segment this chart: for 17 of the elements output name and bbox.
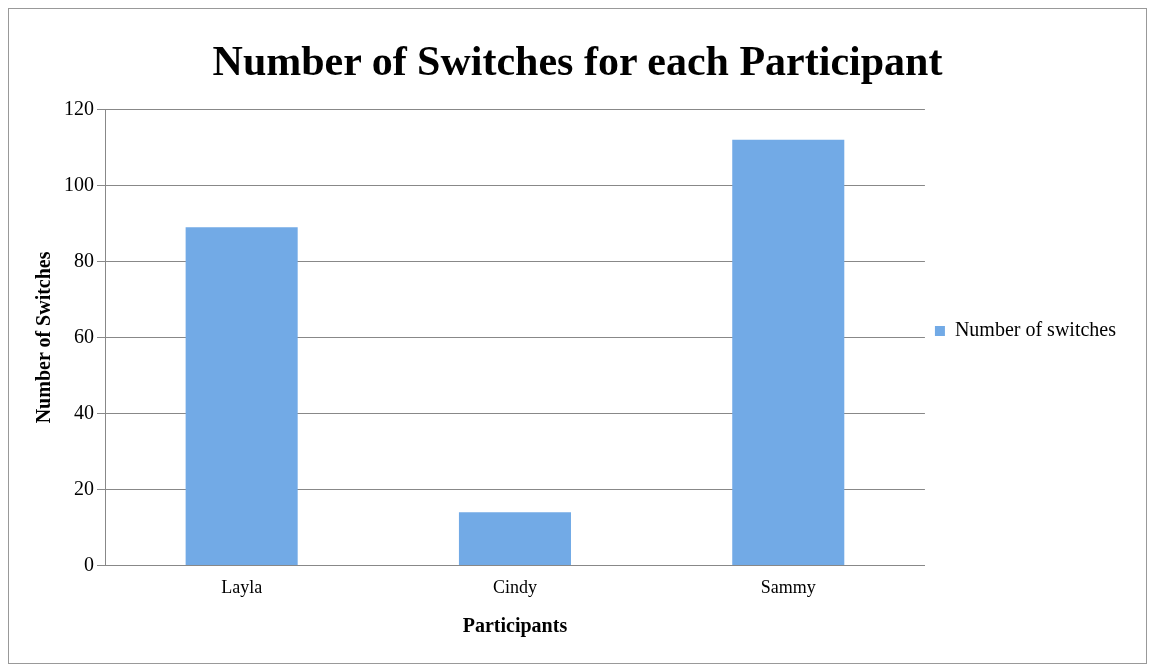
bar: [732, 139, 845, 565]
x-tick-label: Cindy: [492, 576, 537, 597]
x-axis-title: Participants: [462, 614, 568, 638]
y-tick-label: 60: [74, 324, 94, 347]
y-tick-label: 40: [74, 400, 94, 423]
bar: [458, 512, 571, 565]
bar: [185, 227, 298, 565]
x-tick-label: Layla: [221, 576, 263, 597]
y-axis-title: Number of Switches: [32, 251, 55, 424]
chart-title: Number of Switches for each Participant: [212, 38, 943, 85]
y-tick-label: 80: [74, 248, 94, 271]
x-tick-label: Sammy: [760, 576, 816, 597]
y-tick-label: 100: [64, 172, 94, 195]
y-tick-label: 20: [74, 476, 94, 499]
y-tick-label: 120: [64, 96, 94, 119]
legend-label: Number of switches: [954, 318, 1117, 341]
y-tick-label: 0: [84, 552, 94, 575]
